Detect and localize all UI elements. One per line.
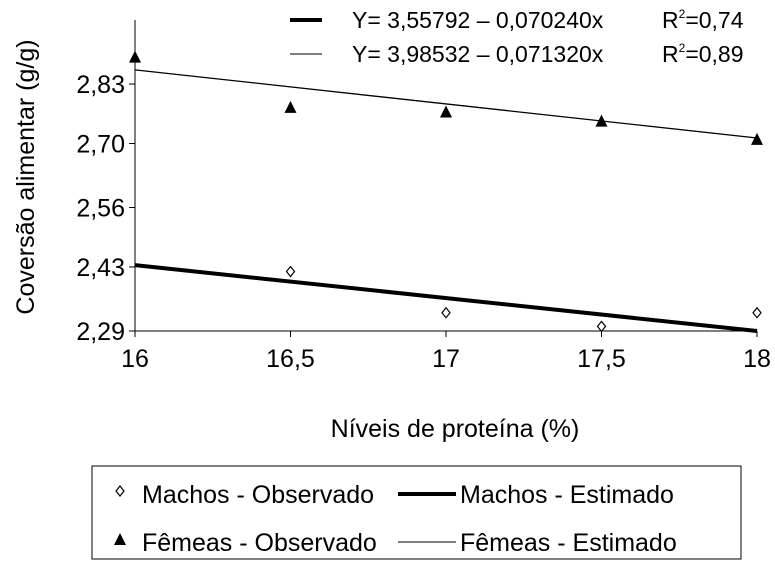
machos-observado-point [752,306,762,319]
y-tick-label: 2,43 [76,254,125,282]
x-tick-label: 16 [121,345,149,373]
x-ticks: 16 16,5 17 17,5 18 [121,331,771,373]
legend-diamond-icon [115,485,125,497]
x-axis-title: Níveis de proteína (%) [331,415,580,443]
legend-triangle-icon [114,533,126,545]
legend-item-machos-observado: Machos - Observado [142,481,374,509]
machos-observado-point [596,320,607,333]
x-tick-label: 17,5 [577,345,626,373]
data-points [129,50,763,333]
legend-item-femeas-observado: Fêmeas - Observado [142,529,377,557]
legend: Machos - Observado Machos - Estimado Fêm… [91,465,742,560]
equation-1-r2-sup: 2 [679,7,686,21]
machos-observado-point [285,265,296,278]
equation-1-r2-value: =0,74 [685,7,743,33]
legend-box [91,465,742,560]
equation-2-r2-sup: 2 [679,41,686,55]
x-tick-label: 18 [743,345,771,373]
equation-1-text: Y= 3,55792 – 0,070240x [352,7,604,33]
y-tick-label: 2,29 [76,318,125,346]
equation-2-r2-value: =0,89 [685,41,743,67]
equation-1: Y= 3,55792 – 0,070240x R2=0,74 [290,7,744,33]
x-tick-label: 16,5 [266,345,315,373]
machos-observado-point [441,306,451,319]
regression-lines [134,69,758,333]
legend-item-machos-estimado: Machos - Estimado [460,481,674,509]
femeas-estimado-line [134,69,758,139]
y-tick-label: 2,56 [76,195,125,223]
x-tick-label: 17 [432,345,460,373]
equation-2: Y= 3,98532 – 0,071320x R2=0,89 [290,41,744,67]
equation-2-text: Y= 3,98532 – 0,071320x [352,41,604,67]
femeas-observado-point [751,132,763,145]
equation-2-r2: R2=0,89 [662,41,744,67]
femeas-observado-point [284,100,297,113]
y-tick-label: 2,83 [76,71,125,99]
equation-1-r2: R2=0,74 [662,7,744,33]
femeas-observado-point [595,114,608,127]
femeas-observado-point [129,50,141,63]
femeas-observado-point [440,105,452,118]
y-tick-label: 2,70 [76,130,125,158]
y-ticks: 2,29 2,43 2,56 2,70 2,83 [76,71,135,346]
legend-item-femeas-estimado: Fêmeas - Estimado [460,529,677,557]
equation-2-r2-base: R [662,41,679,67]
equation-1-r2-base: R [662,7,679,33]
machos-estimado-line [134,263,758,333]
y-axis-title: Coversão alimentar (g/g) [12,39,40,314]
